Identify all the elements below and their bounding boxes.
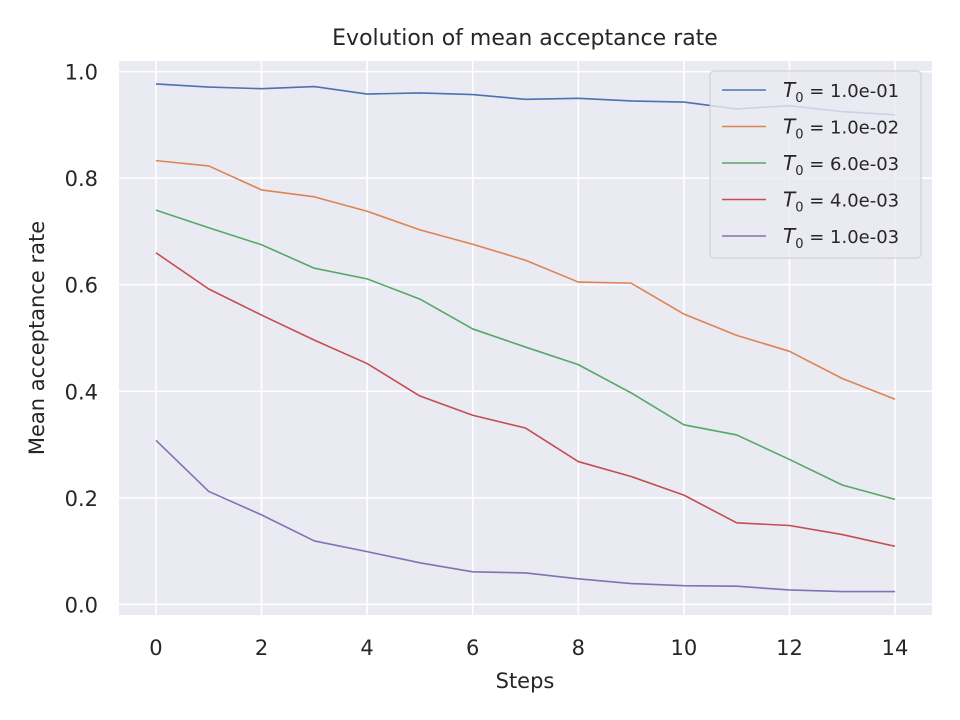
x-tick-label: 14 (882, 636, 909, 660)
x-tick-label: 12 (776, 636, 803, 660)
series-lines (155, 83, 896, 593)
legend-box (709, 70, 922, 259)
x-tick-label: 4 (360, 636, 373, 660)
series-line-4 (155, 252, 896, 548)
legend-label-5: T0 = 1.0e-03 (783, 224, 899, 252)
x-tick-label: 2 (255, 636, 268, 660)
x-tick-label: 8 (572, 636, 585, 660)
legend: T0 = 1.0e-01 T0 = 1.0e-02 T0 = 6.0e-03 T0 =… (709, 70, 922, 259)
x-tick-label: 6 (466, 636, 479, 660)
series-line-5 (155, 439, 896, 593)
x-tick-label: 10 (671, 636, 698, 660)
x-tick-label: 0 (149, 636, 162, 660)
y-axis-label: Mean acceptance rate (25, 221, 49, 455)
legend-label-2: T0 = 1.0e-02 (783, 115, 899, 143)
y-tick-label: 1.0 (65, 61, 98, 85)
y-tick-label: 0.2 (65, 487, 98, 511)
chart-title: Evolution of mean acceptance rate (332, 26, 718, 51)
legend-label-3: T0 = 6.0e-03 (783, 151, 899, 179)
y-tick-labels: 0.0 0.2 0.4 0.6 0.8 1.0 (65, 61, 98, 618)
y-tick-label: 0.0 (65, 593, 98, 617)
legend-label-1: T0 = 1.0e-01 (783, 78, 899, 106)
y-tick-label: 0.6 (65, 274, 98, 298)
series-line-2 (155, 159, 896, 401)
y-tick-label: 0.4 (65, 380, 98, 404)
y-tick-label: 0.8 (65, 167, 98, 191)
x-axis-label: Steps (496, 669, 555, 693)
series-line-3 (155, 209, 896, 501)
legend-label-4: T0 = 4.0e-03 (783, 188, 899, 216)
x-tick-labels: 0 2 4 6 8 10 12 14 (149, 636, 908, 660)
